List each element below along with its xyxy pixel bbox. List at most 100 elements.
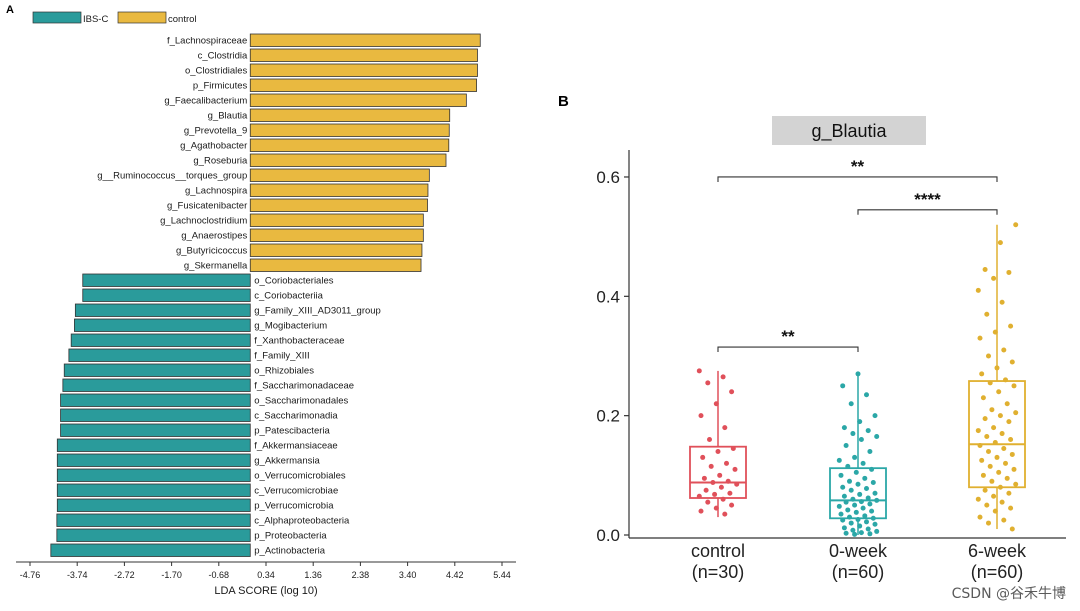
box-point bbox=[997, 413, 1003, 419]
box-point bbox=[989, 478, 995, 484]
lda-x-tick-label: -3.74 bbox=[67, 570, 88, 580]
lda-bar-IBS-C-17 bbox=[56, 528, 251, 542]
box-point bbox=[857, 523, 863, 529]
box-point bbox=[1013, 481, 1019, 487]
lda-bar-IBS-C-5 bbox=[68, 348, 251, 362]
lda-bar-IBS-C-4 bbox=[70, 333, 251, 347]
box-point bbox=[853, 469, 859, 475]
lda-x-tick-label: -0.68 bbox=[209, 570, 230, 580]
lda-bar-IBS-C-9 bbox=[60, 408, 251, 422]
lda-x-axis: -4.76 -3.74 -2.72 -1.70 -0.68 0.34 1.36 2.38 3.4… bbox=[16, 561, 516, 580]
box-point bbox=[705, 499, 711, 505]
lda-bar-label: g_Prevotella_9 bbox=[184, 125, 247, 136]
box-n-label: (n=60) bbox=[971, 562, 1024, 582]
box-point bbox=[1006, 269, 1012, 275]
lda-bar-control-6 bbox=[249, 123, 450, 137]
lda-bar-label: o_Clostridiales bbox=[185, 65, 248, 76]
box-point bbox=[980, 472, 986, 478]
lda-bar-label: g_Lachnoclostridium bbox=[160, 215, 247, 226]
box-point bbox=[843, 530, 849, 536]
lda-bar-label: f_Lachnospiraceae bbox=[167, 35, 247, 46]
box-point bbox=[994, 454, 1000, 460]
box-point bbox=[869, 466, 875, 472]
box-point bbox=[843, 499, 849, 505]
box-point bbox=[1009, 526, 1015, 532]
box-point bbox=[982, 416, 988, 422]
lda-bar-label: f_Family_XIII bbox=[254, 350, 309, 361]
lda-bar-label: f_Akkermansiaceae bbox=[254, 440, 337, 451]
lda-bars: f_Lachnospiraceae c_Clostridia o_Clostridi… bbox=[50, 33, 481, 557]
box-point bbox=[707, 437, 712, 443]
lda-bar-IBS-C-0 bbox=[82, 273, 251, 287]
box-point bbox=[977, 442, 983, 448]
lda-x-tick-label: 1.36 bbox=[304, 570, 322, 580]
box-n-label: (n=60) bbox=[832, 562, 885, 582]
box-point bbox=[1013, 410, 1019, 416]
box-point bbox=[734, 481, 740, 487]
legend-label-0: IBS-C bbox=[83, 14, 108, 25]
box-point bbox=[843, 442, 849, 448]
box-point bbox=[1011, 466, 1017, 472]
box-category-label: control bbox=[691, 541, 745, 561]
box-point bbox=[730, 445, 736, 451]
significance-label: **** bbox=[914, 190, 941, 209]
box-category-label: 6-week bbox=[968, 541, 1027, 561]
lda-bar-label: o_Verrucomicrobiales bbox=[254, 470, 346, 481]
lda-bar-label: g_Roseburia bbox=[193, 155, 248, 166]
lda-bar-control-14 bbox=[249, 243, 423, 257]
box-point bbox=[720, 496, 726, 502]
significance-bracket bbox=[857, 209, 998, 215]
box-point bbox=[855, 371, 861, 377]
lda-bar-label: p_Firmicutes bbox=[193, 80, 248, 91]
significance-brackets: ******** bbox=[717, 157, 998, 353]
box-point bbox=[997, 240, 1003, 246]
box-point bbox=[979, 457, 985, 463]
significance-bracket bbox=[717, 176, 998, 182]
lda-bar-IBS-C-6 bbox=[63, 363, 251, 377]
box-point bbox=[698, 413, 704, 419]
box-point bbox=[720, 374, 726, 380]
box-point bbox=[722, 511, 728, 517]
box-point bbox=[848, 401, 854, 407]
box-point bbox=[701, 475, 707, 481]
box-point bbox=[864, 519, 869, 525]
lda-x-tick-label: 3.40 bbox=[399, 570, 417, 580]
box-point bbox=[996, 469, 1002, 475]
lda-bar-label: g_Lachnospira bbox=[185, 185, 248, 196]
box-y-tick-label: 0.4 bbox=[596, 287, 620, 306]
box-point bbox=[841, 425, 847, 431]
box-point bbox=[1008, 505, 1014, 511]
lda-bar-label: g_Agathobacter bbox=[180, 140, 247, 151]
lda-legend: IBS-C control bbox=[32, 11, 197, 25]
box-point bbox=[855, 481, 861, 487]
lda-bar-label: g_Faecalibacterium bbox=[164, 95, 247, 106]
lda-bar-IBS-C-10 bbox=[60, 423, 251, 437]
lda-bar-IBS-C-1 bbox=[82, 288, 251, 302]
box-point bbox=[858, 499, 864, 505]
lda-x-tick-label: 0.34 bbox=[257, 570, 275, 580]
box-point bbox=[862, 513, 868, 519]
lda-bar-label: g_Family_XIII_AD3011_group bbox=[254, 305, 381, 316]
lda-bar-label: c_Alphaproteobacteria bbox=[254, 515, 350, 526]
box-point bbox=[865, 428, 871, 434]
lda-bar-label: o_Saccharimonadales bbox=[254, 395, 348, 406]
lda-bar-control-15 bbox=[249, 258, 422, 272]
box-point bbox=[838, 472, 844, 478]
lda-bar-label: p_Proteobacteria bbox=[254, 530, 327, 541]
box-point bbox=[1006, 490, 1012, 496]
lda-bar-IBS-C-7 bbox=[62, 378, 251, 392]
lda-bar-label: c_Verrucomicrobiae bbox=[254, 485, 338, 496]
lda-bar-control-0 bbox=[249, 33, 481, 47]
box-point bbox=[989, 407, 995, 413]
lda-bar-IBS-C-13 bbox=[56, 468, 251, 482]
box-point bbox=[874, 434, 880, 440]
box-point bbox=[872, 521, 878, 527]
box-point bbox=[996, 389, 1002, 395]
lda-bar-label: o_Coriobacteriales bbox=[254, 275, 333, 286]
box-point bbox=[698, 508, 704, 514]
box-point bbox=[840, 517, 846, 523]
box-point bbox=[848, 520, 854, 526]
box-point bbox=[999, 499, 1005, 505]
lda-x-tick-label: -2.72 bbox=[114, 570, 135, 580]
